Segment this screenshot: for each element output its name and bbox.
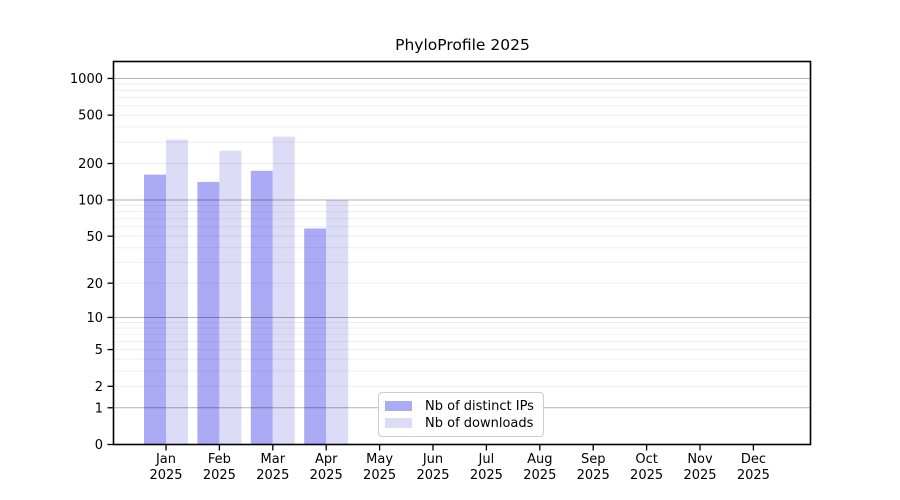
y-tick-label-2: 2	[95, 380, 103, 395]
y-tick-label-500: 500	[78, 109, 103, 124]
x-tick-label-jun: Jun	[422, 452, 443, 467]
x-tick-label-year-jun: 2025	[416, 468, 449, 483]
y-tick-label-100: 100	[78, 194, 103, 209]
x-tick-label-mar: Mar	[261, 452, 286, 467]
x-tick-label-year-oct: 2025	[630, 468, 663, 483]
y-tick-label-0: 0	[95, 438, 103, 453]
x-tick-label-jan: Jan	[155, 452, 176, 467]
x-tick-label-may: May	[366, 452, 393, 467]
legend-item-distinct-ips: Nb of distinct IPs	[385, 398, 535, 414]
x-tick-label-sep: Sep	[581, 452, 606, 467]
bar-apr-ips	[304, 228, 327, 445]
legend: Nb of distinct IPs Nb of downloads	[378, 392, 544, 437]
x-tick-label-year-feb: 2025	[203, 468, 236, 483]
legend-item-downloads: Nb of downloads	[385, 415, 535, 431]
x-tick-label-year-may: 2025	[363, 468, 396, 483]
bar-mar-ips	[250, 170, 273, 445]
x-tick-label-aug: Aug	[527, 452, 552, 467]
x-tick-label-oct: Oct	[635, 452, 657, 467]
x-tick-label-dec: Dec	[741, 452, 766, 467]
y-tick-label-20: 20	[86, 277, 103, 292]
y-tick-label-1: 1	[95, 401, 103, 416]
legend-swatch-distinct-ips	[385, 401, 412, 411]
x-tick-label-year-apr: 2025	[310, 468, 343, 483]
bar-jan-downloads	[166, 139, 188, 445]
bar-jan-ips	[144, 174, 166, 445]
x-tick-label-year-jan: 2025	[149, 468, 182, 483]
legend-label-downloads: Nb of downloads	[425, 415, 534, 431]
x-tick-label-year-sep: 2025	[577, 468, 610, 483]
x-tick-label-jul: Jul	[478, 452, 495, 467]
plot-frame	[112, 60, 812, 446]
x-tick-label-year-mar: 2025	[256, 468, 289, 483]
x-tick-label-nov: Nov	[687, 452, 713, 467]
y-tick-label-5: 5	[95, 343, 103, 358]
y-tick-label-10: 10	[86, 311, 103, 326]
x-tick-label-year-dec: 2025	[737, 468, 770, 483]
y-tick-label-1000: 1000	[70, 72, 103, 87]
bar-apr-downloads	[326, 199, 349, 445]
x-tick-label-year-aug: 2025	[523, 468, 556, 483]
x-tick-label-year-nov: 2025	[683, 468, 716, 483]
chart-title: PhyloProfile 2025	[395, 36, 530, 54]
bar-feb-downloads	[219, 150, 242, 445]
y-tick-label-50: 50	[86, 230, 103, 245]
x-tick-label-apr: Apr	[315, 452, 338, 467]
x-tick-label-year-jul: 2025	[470, 468, 503, 483]
x-tick-label-feb: Feb	[208, 452, 231, 467]
legend-swatch-downloads	[385, 418, 412, 428]
y-tick-label-200: 200	[78, 157, 103, 172]
bar-mar-downloads	[272, 136, 295, 445]
bar-feb-ips	[197, 181, 220, 445]
legend-label-distinct-ips: Nb of distinct IPs	[425, 398, 534, 414]
